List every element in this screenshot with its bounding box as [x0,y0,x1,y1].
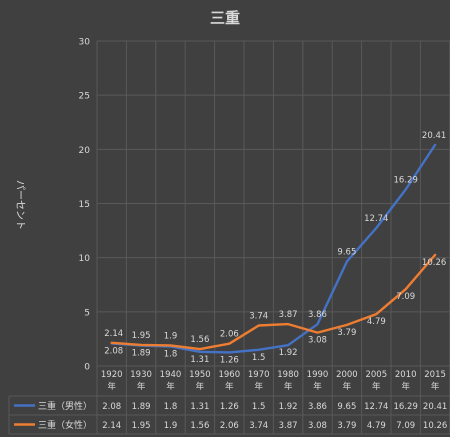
data-labels: 2.08 1.89 1.8 1.31 1.26 1.5 1.92 3.86 9.65 12.74 1… [104,131,446,365]
table-cell: 2.08 [102,402,121,412]
table-cell: 1.26 [220,402,239,412]
table-cell: 12.74 [364,402,388,412]
data-label: 3.79 [337,328,356,338]
x-tick-label: 年 [284,381,293,392]
y-tick-label: 15 [79,200,90,210]
x-tick-label: 年 [401,381,410,392]
x-tick-label: 1960 [218,370,240,380]
table-cell: 2.06 [220,421,239,431]
table-cell: 1.92 [279,402,298,412]
data-label: 1.9 [164,331,178,341]
x-tick-label: 年 [107,381,116,392]
x-tick-label: 年 [225,381,234,392]
table-cell: 1.56 [190,421,209,431]
data-label: 1.95 [132,331,151,341]
table-cell: 2.14 [102,421,121,431]
table-cell: 3.87 [279,421,298,431]
table-cell: 9.65 [337,402,356,412]
data-label: 20.41 [422,131,446,141]
y-tick-label: 30 [79,38,91,48]
data-label: 1.5 [252,353,266,363]
y-tick-label: 25 [79,92,90,102]
x-tick-label: 年 [137,381,146,392]
x-tick-label: 2000 [336,370,358,380]
series-line [110,253,437,351]
x-tick-label: 年 [166,381,175,392]
table-cell: 3.79 [337,421,356,431]
table-cell: 7.09 [396,421,415,431]
data-label: 12.74 [364,214,388,224]
data-label: 2.06 [220,330,239,340]
legend-label: 三重（女性） [38,419,92,431]
data-table: 1920年1930年1940年1950年1960年1970年1980年1990年… [8,370,450,435]
x-tick-label: 年 [372,381,381,392]
x-tick-label: 2015 [424,370,446,380]
table-cell: 1.8 [164,402,178,412]
x-tick-label: 1970 [248,370,270,380]
x-tick-label: 年 [254,381,263,392]
data-label: 3.08 [308,336,327,346]
data-label: 1.31 [190,355,209,365]
x-tick-label: 1950 [189,370,211,380]
data-label: 1.89 [132,349,151,359]
table-cell: 1.5 [252,402,266,412]
y-tick-label: 20 [79,146,91,156]
table-cell: 3.08 [308,421,327,431]
x-tick-label: 年 [431,381,440,392]
table-cell: 1.9 [164,421,178,431]
y-tick-label: 10 [79,254,91,264]
data-label: 1.92 [279,348,298,358]
legend-label: 三重（男性） [38,400,92,412]
gridlines [96,40,450,434]
table-cell: 20.41 [423,402,447,412]
table-cell: 1.89 [132,402,151,412]
x-tick-label: 年 [313,381,322,392]
data-label: 1.8 [164,350,178,360]
data-label: 2.08 [104,346,123,356]
x-tick-label: 年 [343,381,352,392]
table-cell: 3.74 [249,421,268,431]
x-tick-label: 年 [196,381,205,392]
data-label: 3.87 [279,310,298,320]
data-label: 3.86 [308,310,327,320]
y-axis-label: パーセント [14,180,26,230]
table-cell: 4.79 [367,421,386,431]
x-tick-label: 1930 [130,370,152,380]
table-cell: 1.31 [190,402,209,412]
y-tick-label: 5 [84,308,90,318]
series-lines [110,143,437,354]
table-cell: 3.86 [308,402,327,412]
chart-title: 三重 [210,9,240,27]
data-label: 2.14 [104,329,123,339]
data-label: 1.56 [190,335,209,345]
data-label: 3.74 [249,311,268,321]
data-label: 10.26 [422,258,446,268]
x-tick-label: 2005 [365,370,387,380]
data-label: 9.65 [337,247,356,257]
table-cell: 10.26 [423,421,447,431]
x-tick-label: 2010 [395,370,417,380]
data-label: 4.79 [367,317,386,327]
x-tick-label: 1920 [101,370,123,380]
data-label: 7.09 [396,292,415,302]
data-label: 1.26 [220,355,239,365]
x-tick-label: 1990 [307,370,329,380]
x-tick-label: 1980 [277,370,299,380]
x-tick-label: 1940 [160,370,182,380]
y-tick-label: 0 [84,363,90,373]
data-label: 16.29 [394,176,418,186]
table-cell: 1.95 [132,421,151,431]
y-axis-ticks: 0 5 10 15 20 25 30 [79,38,91,373]
table-cell: 16.29 [394,402,418,412]
